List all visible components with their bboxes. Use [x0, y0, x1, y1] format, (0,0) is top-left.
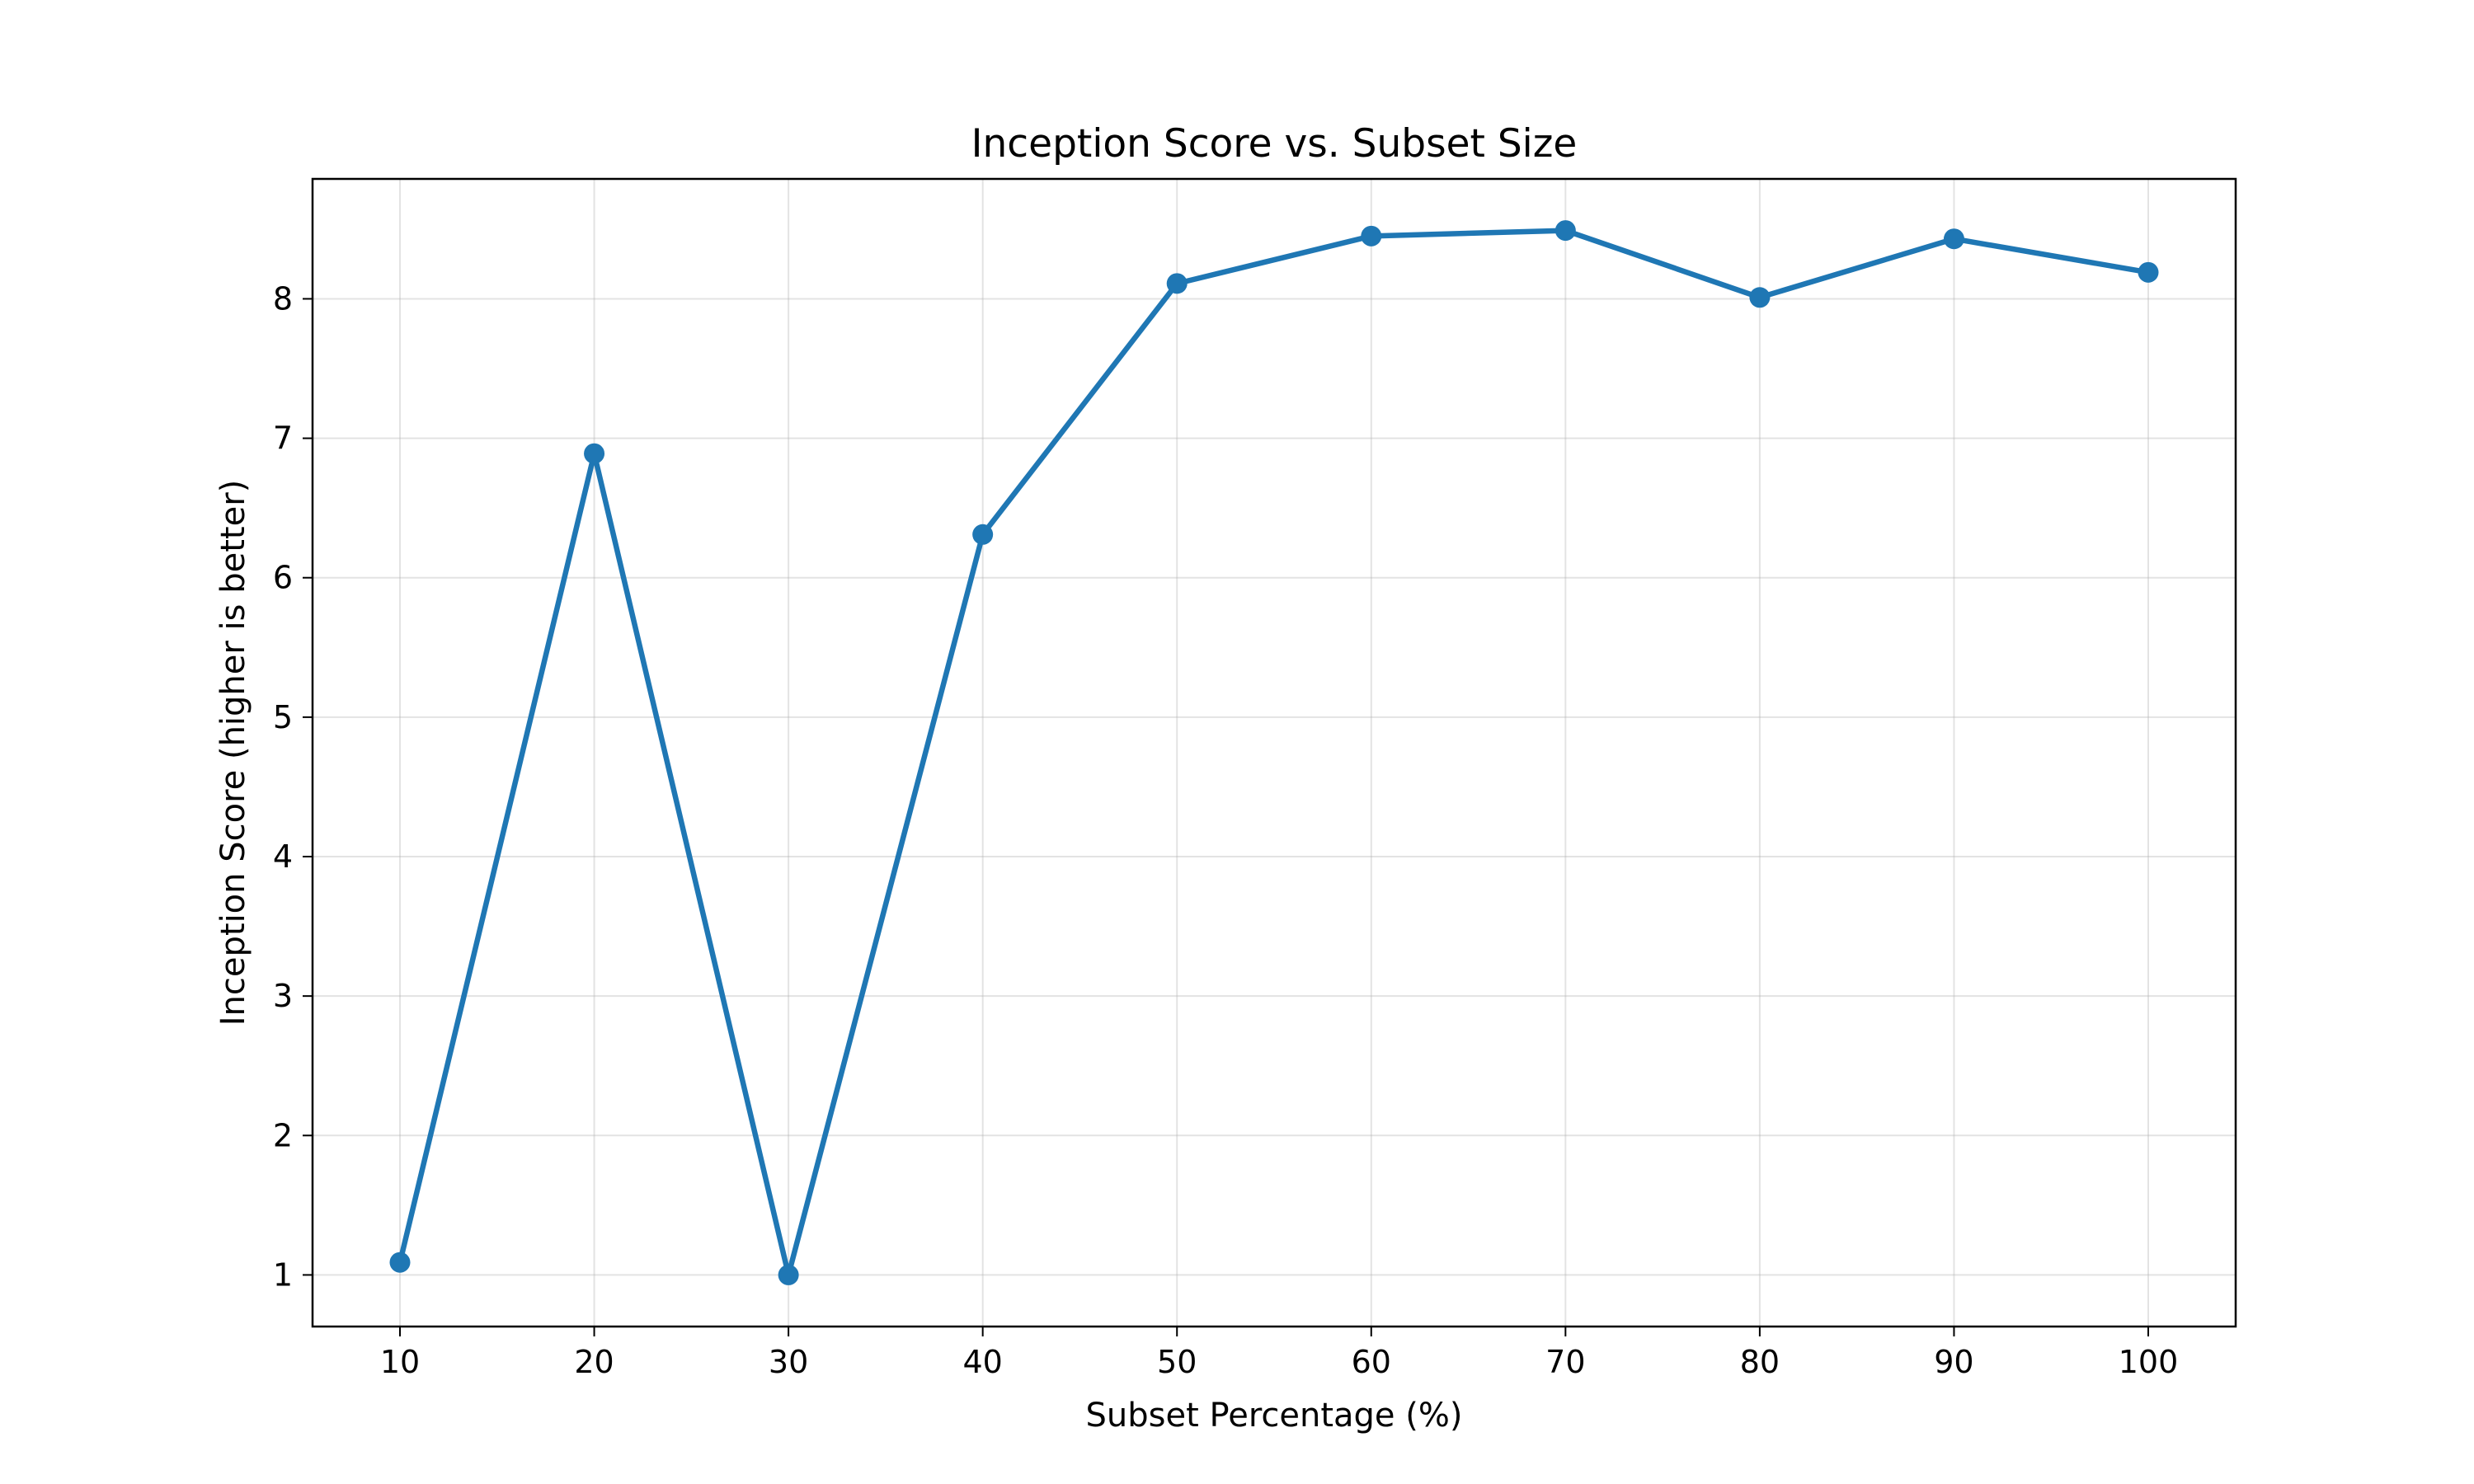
data-point-marker — [1166, 273, 1188, 294]
y-axis-label: Inception Score (higher is better) — [214, 480, 252, 1026]
series-line — [397, 228, 2152, 1278]
x-tick-label: 40 — [962, 1344, 1002, 1380]
x-tick-label: 60 — [1352, 1344, 1391, 1380]
data-point-marker — [1749, 287, 1771, 308]
y-tick-label: 6 — [273, 560, 293, 596]
x-tick-label: 80 — [1740, 1344, 1780, 1380]
data-point-marker — [584, 443, 605, 464]
data-point-marker — [1554, 220, 1576, 242]
series-layer — [389, 220, 2159, 1285]
grid-lines — [313, 179, 2236, 1327]
x-tick-label: 30 — [769, 1344, 808, 1380]
y-tick-label: 2 — [273, 1117, 293, 1153]
x-tick-label: 20 — [574, 1344, 614, 1380]
x-tick-label: 70 — [1545, 1344, 1585, 1380]
y-tick-label: 4 — [273, 838, 293, 875]
y-tick-label: 8 — [273, 280, 293, 317]
y-tick-label: 1 — [273, 1256, 293, 1293]
plot-area-frame — [311, 177, 2237, 1328]
data-point-marker — [1361, 225, 1382, 247]
x-tick-label: 50 — [1157, 1344, 1197, 1380]
axis-ticks: 10 20 30 40 50 60 70 80 90 100 1 2 3 4 5 6 7 8 — [273, 280, 2178, 1380]
x-tick-label: 10 — [380, 1344, 420, 1380]
y-tick-label: 5 — [273, 699, 293, 735]
data-point-marker — [778, 1264, 799, 1285]
y-tick-label: 7 — [273, 420, 293, 457]
x-tick-label: 90 — [1934, 1344, 1973, 1380]
chart-title: Inception Score vs. Subset Size — [971, 121, 1578, 167]
data-point-marker — [2138, 261, 2159, 283]
data-point-marker — [1943, 228, 1964, 250]
data-point-marker — [972, 524, 994, 545]
x-axis-label: Subset Percentage (%) — [1086, 1397, 1463, 1435]
data-point-marker — [389, 1252, 411, 1273]
y-tick-label: 3 — [273, 978, 293, 1014]
x-tick-label: 100 — [2119, 1344, 2179, 1380]
